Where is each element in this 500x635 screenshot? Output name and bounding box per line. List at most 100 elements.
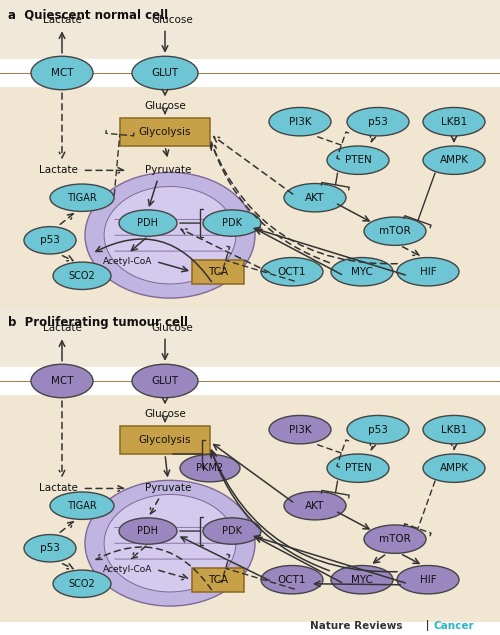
Text: Glucose: Glucose (151, 323, 193, 333)
Text: GLUT: GLUT (152, 68, 178, 78)
Text: OCT1: OCT1 (278, 267, 306, 277)
Ellipse shape (364, 525, 426, 553)
Ellipse shape (261, 258, 323, 286)
Ellipse shape (261, 566, 323, 594)
Bar (0, 395, 500, 622)
Ellipse shape (180, 455, 240, 482)
Text: Glycolysis: Glycolysis (139, 435, 191, 444)
Text: AMPK: AMPK (440, 155, 468, 165)
Ellipse shape (50, 184, 114, 211)
Text: Acetyl-CoA: Acetyl-CoA (104, 257, 152, 266)
Text: Lactate: Lactate (42, 15, 82, 25)
Text: HIF: HIF (420, 575, 436, 585)
Ellipse shape (364, 217, 426, 245)
Ellipse shape (104, 495, 236, 592)
Ellipse shape (119, 518, 177, 544)
Bar (0, 308, 500, 367)
Text: Nature Reviews: Nature Reviews (310, 621, 402, 631)
Text: p53: p53 (40, 236, 60, 245)
Text: Lactate: Lactate (38, 165, 78, 175)
FancyBboxPatch shape (192, 568, 244, 592)
Ellipse shape (50, 492, 114, 519)
Ellipse shape (269, 107, 331, 136)
Text: OCT1: OCT1 (278, 575, 306, 585)
Text: TCA: TCA (208, 575, 228, 585)
Ellipse shape (53, 570, 111, 598)
Text: p53: p53 (368, 425, 388, 434)
Ellipse shape (132, 364, 198, 398)
Ellipse shape (423, 107, 485, 136)
Ellipse shape (203, 210, 261, 236)
Ellipse shape (423, 146, 485, 175)
Text: AMPK: AMPK (440, 463, 468, 473)
Ellipse shape (269, 415, 331, 444)
Bar (0, 87, 500, 314)
Text: PKM2: PKM2 (196, 463, 224, 473)
Text: LKB1: LKB1 (441, 117, 467, 126)
Ellipse shape (284, 184, 346, 212)
Ellipse shape (24, 535, 76, 562)
Text: Glycolysis: Glycolysis (139, 127, 191, 137)
Text: MCT: MCT (51, 68, 73, 78)
Text: GLUT: GLUT (152, 376, 178, 386)
Ellipse shape (327, 454, 389, 483)
Text: TIGAR: TIGAR (67, 500, 97, 511)
Text: PDH: PDH (138, 526, 158, 536)
Ellipse shape (203, 518, 261, 544)
Text: AKT: AKT (306, 500, 324, 511)
Text: LKB1: LKB1 (441, 425, 467, 434)
Ellipse shape (104, 187, 236, 284)
Text: PTEN: PTEN (344, 155, 372, 165)
Text: MYC: MYC (351, 267, 373, 277)
Text: AKT: AKT (306, 192, 324, 203)
Text: HIF: HIF (420, 267, 436, 277)
Ellipse shape (284, 491, 346, 520)
Ellipse shape (327, 146, 389, 175)
Text: |: | (422, 620, 434, 631)
Text: SCO2: SCO2 (68, 578, 96, 589)
Text: Lactate: Lactate (38, 483, 78, 493)
Text: PDK: PDK (222, 218, 242, 228)
Text: Glucose: Glucose (144, 102, 186, 112)
Ellipse shape (423, 454, 485, 483)
Text: Acetyl-CoA: Acetyl-CoA (104, 565, 152, 574)
Text: PDK: PDK (222, 526, 242, 536)
Text: mTOR: mTOR (379, 534, 411, 544)
Ellipse shape (347, 415, 409, 444)
FancyBboxPatch shape (192, 260, 244, 284)
Ellipse shape (31, 57, 93, 90)
Ellipse shape (53, 262, 111, 290)
Ellipse shape (397, 258, 459, 286)
Ellipse shape (85, 172, 255, 298)
Text: p53: p53 (40, 544, 60, 553)
Text: Pyruvate: Pyruvate (145, 165, 191, 175)
Text: Glucose: Glucose (144, 410, 186, 420)
FancyBboxPatch shape (120, 425, 210, 454)
Ellipse shape (347, 107, 409, 136)
Ellipse shape (119, 210, 177, 236)
Text: a  Quiescent normal cell: a Quiescent normal cell (8, 8, 168, 21)
Text: p53: p53 (368, 117, 388, 126)
Text: TCA: TCA (208, 267, 228, 277)
Bar (0, 0, 500, 59)
Ellipse shape (423, 415, 485, 444)
Text: Pyruvate: Pyruvate (145, 483, 191, 493)
Text: b  Proliferating tumour cell: b Proliferating tumour cell (8, 316, 188, 329)
Text: PI3K: PI3K (288, 117, 312, 126)
Ellipse shape (132, 57, 198, 90)
Ellipse shape (331, 566, 393, 594)
Text: PI3K: PI3K (288, 425, 312, 434)
Text: PDH: PDH (138, 218, 158, 228)
Text: SCO2: SCO2 (68, 271, 96, 281)
Ellipse shape (397, 566, 459, 594)
Text: mTOR: mTOR (379, 226, 411, 236)
Text: Lactate: Lactate (42, 323, 82, 333)
Ellipse shape (24, 227, 76, 254)
Text: TIGAR: TIGAR (67, 192, 97, 203)
Ellipse shape (85, 480, 255, 606)
FancyBboxPatch shape (120, 117, 210, 146)
Ellipse shape (331, 258, 393, 286)
Text: Cancer: Cancer (434, 621, 474, 631)
Text: Glucose: Glucose (151, 15, 193, 25)
Ellipse shape (31, 364, 93, 398)
